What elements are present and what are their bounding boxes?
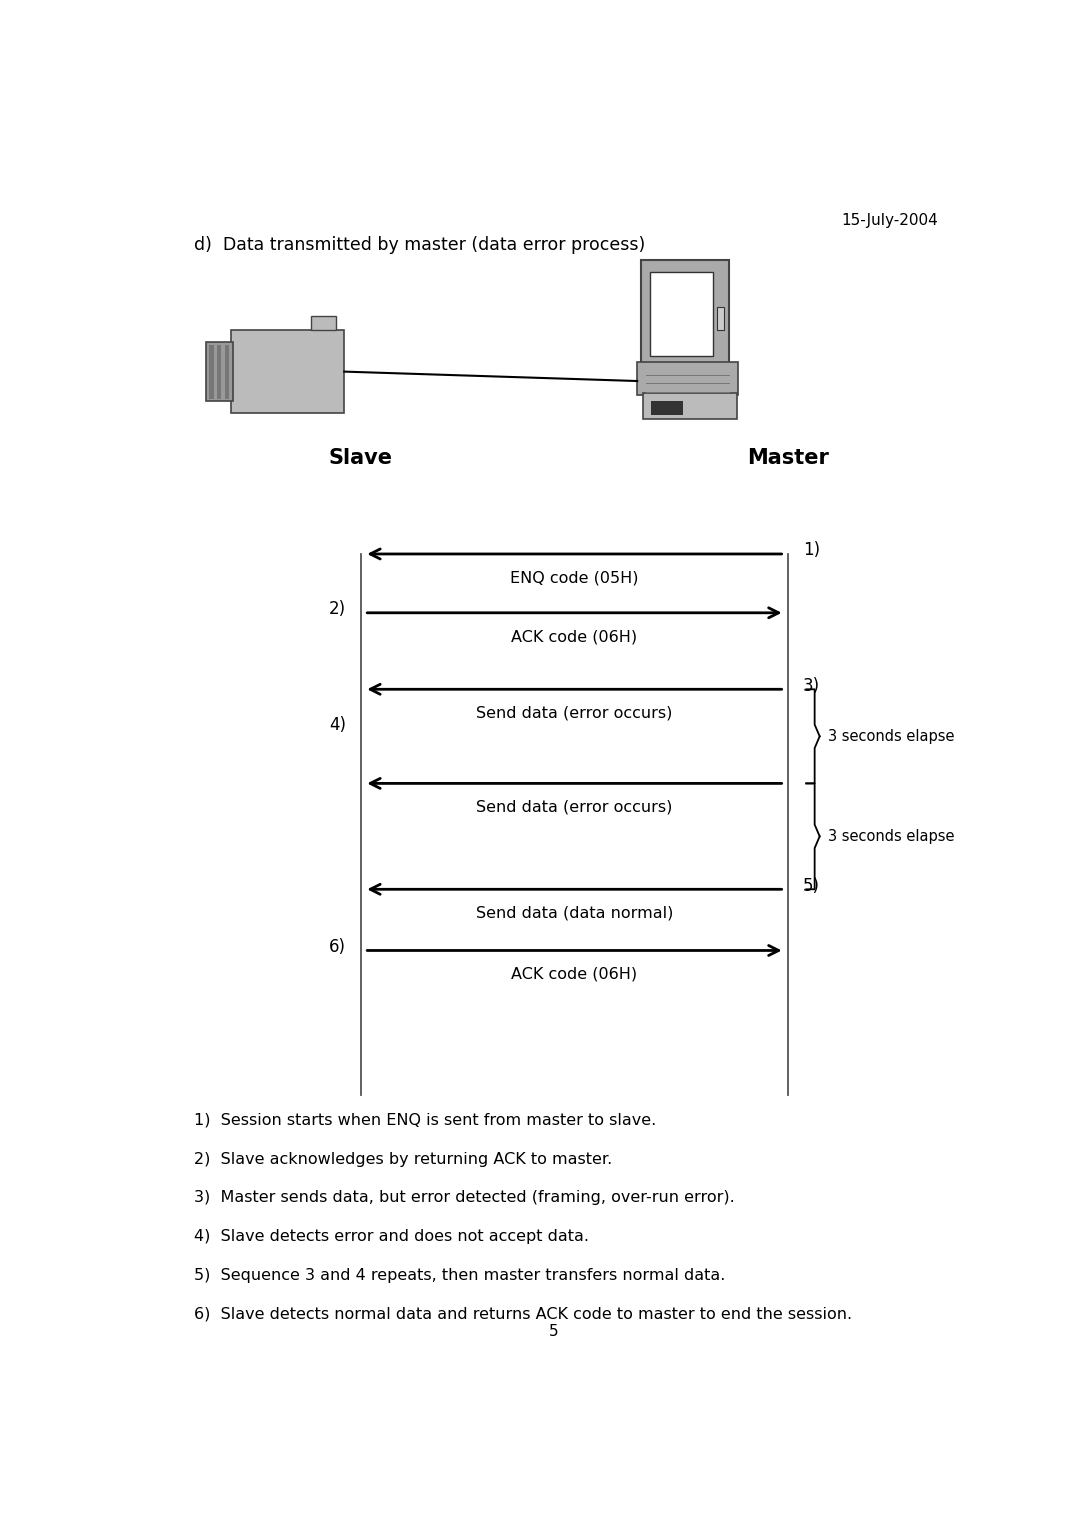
- Text: Send data (error occurs): Send data (error occurs): [476, 706, 673, 721]
- Bar: [651, 400, 684, 416]
- Bar: [210, 344, 214, 399]
- Bar: [206, 342, 233, 400]
- Bar: [217, 344, 221, 399]
- Text: ACK code (06H): ACK code (06H): [511, 967, 637, 983]
- Bar: [311, 316, 336, 330]
- Text: 15-July-2004: 15-July-2004: [841, 212, 939, 228]
- Text: 2): 2): [328, 601, 346, 619]
- Text: Slave: Slave: [329, 448, 393, 468]
- Bar: [717, 307, 725, 330]
- Text: 2)  Slave acknowledges by returning ACK to master.: 2) Slave acknowledges by returning ACK t…: [193, 1152, 612, 1167]
- Text: 5): 5): [802, 877, 820, 895]
- Text: 6)  Slave detects normal data and returns ACK code to master to end the session.: 6) Slave detects normal data and returns…: [193, 1306, 852, 1322]
- Text: Send data (data normal): Send data (data normal): [475, 906, 673, 921]
- Text: ACK code (06H): ACK code (06H): [511, 630, 637, 645]
- Bar: [643, 393, 737, 419]
- Bar: [642, 260, 729, 365]
- Bar: [231, 330, 345, 413]
- Text: Master: Master: [747, 448, 828, 468]
- Bar: [225, 344, 229, 399]
- Text: d)  Data transmitted by master (data error process): d) Data transmitted by master (data erro…: [193, 237, 645, 254]
- Bar: [650, 272, 713, 356]
- Text: 3 seconds elapse: 3 seconds elapse: [828, 729, 955, 744]
- Bar: [637, 362, 738, 396]
- Text: 1): 1): [802, 541, 820, 559]
- Text: ENQ code (05H): ENQ code (05H): [510, 570, 638, 585]
- Text: 5: 5: [549, 1323, 558, 1339]
- Text: 4)  Slave detects error and does not accept data.: 4) Slave detects error and does not acce…: [193, 1230, 589, 1244]
- Text: 6): 6): [329, 938, 346, 957]
- Text: 3)  Master sends data, but error detected (framing, over-run error).: 3) Master sends data, but error detected…: [193, 1190, 734, 1206]
- Text: 3): 3): [802, 677, 820, 695]
- Text: Send data (error occurs): Send data (error occurs): [476, 799, 673, 814]
- Text: 3 seconds elapse: 3 seconds elapse: [828, 828, 955, 843]
- Text: 5)  Sequence 3 and 4 repeats, then master transfers normal data.: 5) Sequence 3 and 4 repeats, then master…: [193, 1268, 725, 1284]
- Text: 1)  Session starts when ENQ is sent from master to slave.: 1) Session starts when ENQ is sent from …: [193, 1112, 656, 1128]
- Text: 4): 4): [329, 715, 346, 733]
